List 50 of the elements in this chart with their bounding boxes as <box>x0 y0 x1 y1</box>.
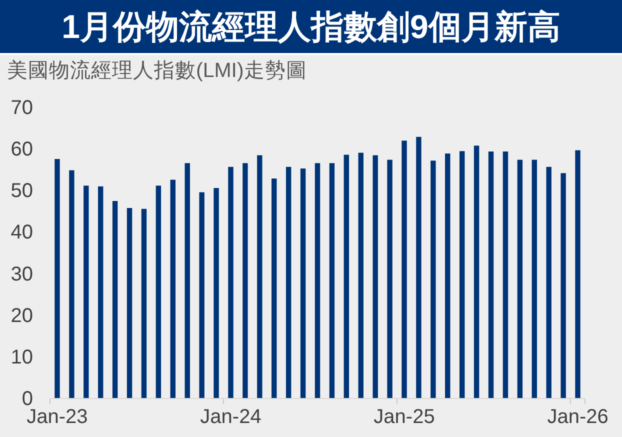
bar <box>272 178 277 398</box>
x-tick-label: Jan-25 <box>374 406 435 428</box>
title-banner: 1月份物流經理人指數創9個月新高 <box>0 0 622 55</box>
bar <box>286 166 292 398</box>
bar <box>300 168 306 398</box>
bar <box>474 146 480 398</box>
bar <box>141 208 147 398</box>
bar <box>532 160 537 398</box>
bar <box>344 154 350 398</box>
bar <box>199 192 204 398</box>
y-tick-label: 40 <box>10 222 33 244</box>
bar <box>126 208 132 398</box>
bar <box>54 158 60 398</box>
x-tick-label: Jan-24 <box>200 406 262 428</box>
bar <box>445 154 450 398</box>
y-tick-label: 20 <box>10 304 33 327</box>
bar <box>184 163 190 398</box>
bar <box>502 151 508 398</box>
bar <box>546 166 552 398</box>
bar <box>329 163 335 398</box>
bar <box>257 155 262 398</box>
y-tick-label: 10 <box>10 346 33 368</box>
bar <box>459 151 465 398</box>
chart-title: 1月份物流經理人指數創9個月新高 <box>62 8 560 45</box>
bar <box>575 150 580 398</box>
bar <box>242 163 248 398</box>
bar <box>214 188 219 398</box>
bar <box>112 200 118 398</box>
bar <box>156 186 162 398</box>
x-tick-label: Jan-26 <box>547 406 608 428</box>
bar <box>84 186 89 398</box>
bar <box>416 136 422 398</box>
bar <box>387 160 392 398</box>
bar <box>228 166 234 398</box>
y-tick-label: 30 <box>10 263 33 286</box>
bar <box>402 140 407 398</box>
y-tick-label: 70 <box>10 97 33 119</box>
bar <box>358 152 364 398</box>
bar <box>170 180 176 398</box>
bar <box>69 170 74 398</box>
bar <box>517 160 523 398</box>
bar <box>488 151 494 398</box>
bar <box>560 173 566 398</box>
bar <box>314 163 320 398</box>
y-tick-label: 60 <box>10 138 33 161</box>
y-tick-label: 50 <box>10 180 33 202</box>
chart-subtitle: 美國物流經理人指數(LMI)走勢圖 <box>7 59 307 83</box>
bar <box>98 186 104 398</box>
bar <box>372 155 378 398</box>
bar <box>430 160 436 398</box>
